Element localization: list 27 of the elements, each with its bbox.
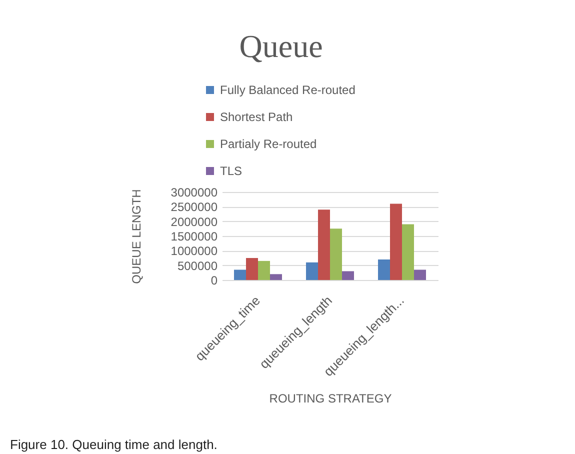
caption: Figure 10. Queuing time and length. <box>10 437 218 452</box>
y-tick-label: 500000 <box>177 258 218 273</box>
y-tick-label: 3000000 <box>170 186 218 200</box>
bar <box>402 224 414 280</box>
bar <box>330 228 342 280</box>
legend-label: Fully Balanced Re-routed <box>220 83 356 97</box>
bar <box>306 262 318 280</box>
y-tick-label: 2500000 <box>170 200 218 214</box>
bar <box>342 271 354 280</box>
legend-label: Partialy Re-routed <box>220 137 317 151</box>
x-axis-title: ROUTING STRATEGY <box>269 392 392 406</box>
bar <box>318 210 330 280</box>
chart-title: Queue <box>239 28 323 64</box>
bar <box>234 270 246 280</box>
bar <box>378 259 390 280</box>
bar <box>390 204 402 280</box>
bar <box>270 274 282 280</box>
bar <box>258 260 270 280</box>
bar <box>414 270 426 280</box>
y-tick-label: 1000000 <box>170 244 218 258</box>
y-tick-label: 2000000 <box>170 214 218 229</box>
legend-label: TLS <box>220 164 242 178</box>
y-tick-label: 1500000 <box>170 230 218 244</box>
y-axis-title: QUEUE LENGTH <box>130 189 144 284</box>
bar <box>246 258 258 280</box>
y-tick-label: 0 <box>210 274 218 288</box>
legend-label: Shortest Path <box>220 110 293 124</box>
